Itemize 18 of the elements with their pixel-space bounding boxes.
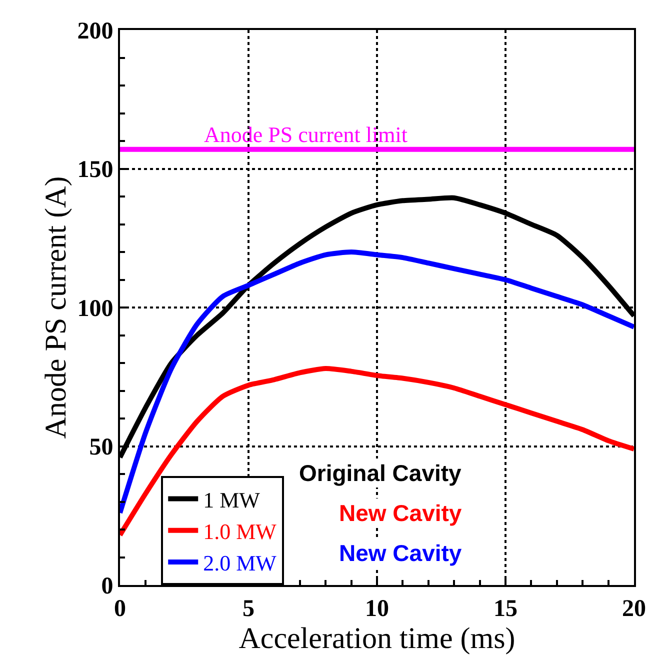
- x-tick-label: 20: [622, 596, 646, 622]
- y-tick-label: 200: [77, 18, 114, 44]
- annotation: Original Cavity: [299, 460, 462, 486]
- y-tick-label: 100: [77, 296, 114, 322]
- legend-label: 1.0 MW: [203, 518, 277, 544]
- legend-label: 2.0 MW: [203, 550, 277, 576]
- y-tick-label: 150: [77, 157, 114, 184]
- x-tick-label: 5: [242, 596, 254, 622]
- x-axis-title: Acceleration time (ms): [238, 622, 516, 655]
- annotation: New Cavity: [339, 500, 462, 526]
- annotation: New Cavity: [339, 540, 462, 566]
- ref-line-label: Anode PS current limit: [204, 122, 408, 147]
- y-axis-title: Anode PS current (A): [40, 176, 73, 439]
- x-tick-label: 10: [365, 596, 389, 622]
- y-tick-label: 0: [101, 573, 114, 600]
- legend-label: 1 MW: [203, 487, 260, 512]
- x-tick-label: 15: [494, 596, 518, 622]
- y-tick-label: 50: [89, 434, 114, 461]
